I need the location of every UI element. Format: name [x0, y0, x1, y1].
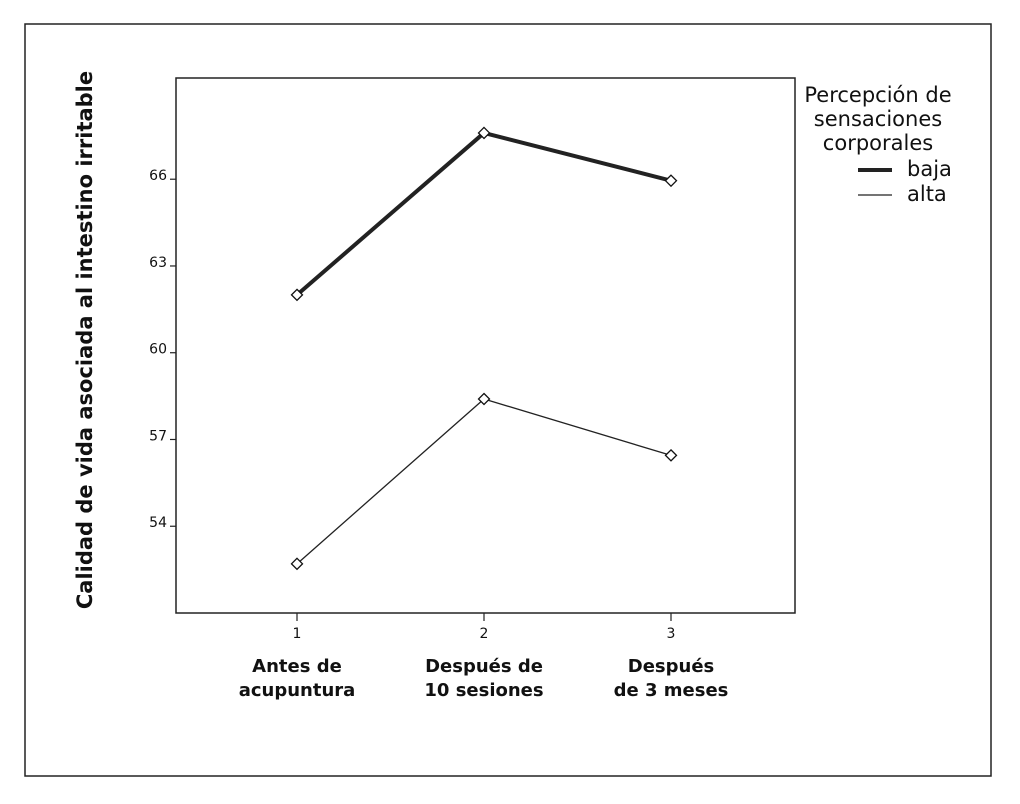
category-label: 10 sesiones [424, 680, 543, 701]
data-point-marker [290, 288, 304, 302]
series-baja [290, 126, 678, 302]
legend-entry-label: baja [907, 157, 952, 181]
series-layer [290, 126, 678, 571]
legend-title: Percepción de [804, 83, 951, 107]
series-line [296, 398, 672, 565]
x-tick-label: 1 [293, 626, 302, 642]
y-tick-label: 57 [149, 428, 167, 444]
category-label: Después de [425, 656, 543, 677]
legend-title: corporales [823, 131, 933, 155]
data-point-marker [664, 174, 678, 188]
x-tick-label: 3 [667, 626, 676, 642]
series-alta [290, 392, 678, 571]
category-label: Después [628, 656, 714, 677]
category-label: acupuntura [239, 680, 356, 701]
plot-area [175, 77, 796, 614]
x-tick-label: 2 [480, 626, 489, 642]
figure-border [24, 23, 992, 777]
series-line [295, 130, 672, 297]
data-point-marker [290, 557, 304, 571]
data-point-marker [477, 392, 491, 406]
y-tick-label: 66 [149, 168, 167, 184]
legend: Percepción desensacionescorporalesbajaal… [804, 83, 952, 206]
x-axis: 1 Antes de acupuntura 2 Después de 10 sesione… [239, 613, 729, 701]
y-axis-label: Calidad de vida asociada al intestino ir… [73, 71, 97, 609]
y-tick-label: 63 [149, 255, 167, 271]
category-label: de 3 meses [614, 680, 729, 701]
y-axis: 54 57 60 63 66 [149, 168, 176, 531]
y-tick-label: 60 [149, 342, 167, 358]
y-tick-label: 54 [149, 515, 167, 531]
legend-entry-label: alta [907, 182, 947, 206]
data-point-marker [664, 448, 678, 462]
data-point-marker [477, 126, 491, 140]
category-label: Antes de [252, 656, 342, 677]
legend-title: sensaciones [814, 107, 942, 131]
